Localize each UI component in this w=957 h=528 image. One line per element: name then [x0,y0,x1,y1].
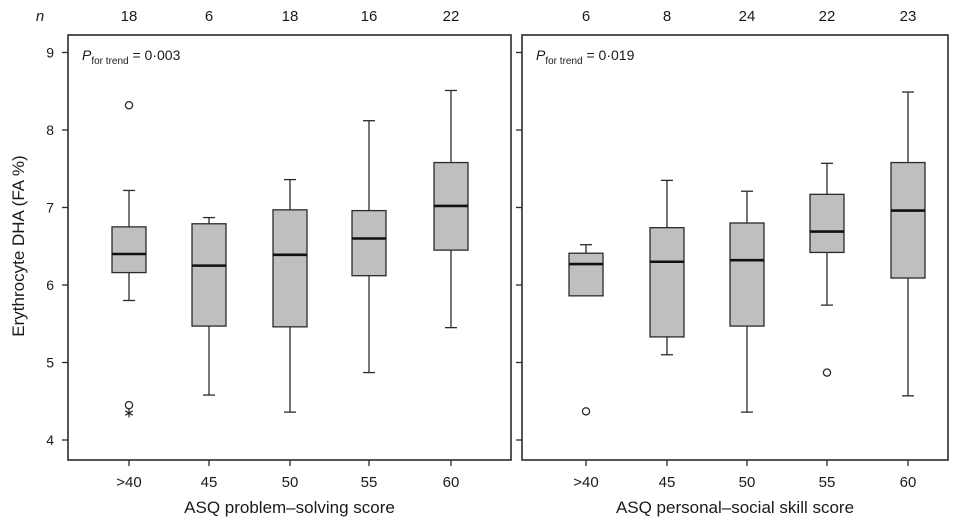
iqr-box [890,161,926,279]
x-tick-label: 50 [282,474,299,491]
p-trend-annotation: Pfor trend = 0·019 [536,47,635,67]
n-count: 16 [361,8,378,25]
outlier-point [581,407,591,416]
y-axis-title: Erythrocyte DHA (FA %) [9,155,28,336]
p-symbol: P [536,47,546,63]
n-count: 24 [739,8,756,25]
box-2: 6 45 [191,8,227,491]
y-tick-label: 7 [46,200,54,216]
box-2: 8 45 [649,8,685,491]
iqr-box [191,223,227,327]
plot-frame [521,34,949,461]
box-5: 22 60 [433,8,469,491]
outlier-point [124,100,134,110]
y-tick-label: 6 [46,277,54,293]
p-subscript: for trend [91,56,128,67]
iqr-box [111,226,147,274]
x-tick-label: >40 [573,474,598,491]
p-value: = 0·019 [583,47,635,63]
n-count: 23 [900,8,917,25]
outlier-point [822,368,832,377]
x-tick-label: 50 [739,474,756,491]
y-tick-label: 4 [46,432,54,448]
y-tick-label: 9 [46,45,54,61]
p-value: = 0·003 [129,47,181,63]
iqr-box [729,222,765,327]
box-1: 18 >40 ∗ [111,8,147,491]
x-tick-label: >40 [116,474,141,491]
box-3: 24 50 [729,8,765,491]
n-count: 18 [282,8,299,25]
x-tick-label: 55 [819,474,836,491]
x-tick-label: 45 [659,474,676,491]
n-count: 8 [663,8,671,25]
iqr-box [809,193,845,254]
n-count: 6 [582,8,590,25]
n-label: n [36,8,44,25]
box-1: 6 >40 [568,8,604,491]
x-axis-title: ASQ personal–social skill score [616,498,854,517]
y-tick-label: 8 [46,122,54,138]
panel-2: Pfor trend = 0·019 ASQ personal–social sk… [516,8,949,517]
box-4: 22 55 [809,8,845,491]
x-tick-label: 60 [900,474,917,491]
x-tick-label: 60 [443,474,460,491]
iqr-box [568,252,604,297]
y-tick-label: 5 [46,355,54,371]
p-trend-annotation: Pfor trend = 0·003 [82,47,181,67]
n-count: 22 [819,8,836,25]
n-count: 22 [443,8,460,25]
outlier-point [124,400,134,410]
iqr-box [649,226,685,338]
iqr-box [272,209,308,328]
n-count: 6 [205,8,213,25]
x-tick-label: 55 [361,474,378,491]
box-5: 23 60 [890,8,926,491]
p-subscript: for trend [545,56,582,67]
iqr-box [351,209,387,277]
extreme-point: ∗ [123,405,135,421]
x-axis-title: ASQ problem–solving score [184,498,395,517]
x-tick-label: 45 [201,474,218,491]
n-count: 18 [121,8,138,25]
p-symbol: P [82,47,92,63]
